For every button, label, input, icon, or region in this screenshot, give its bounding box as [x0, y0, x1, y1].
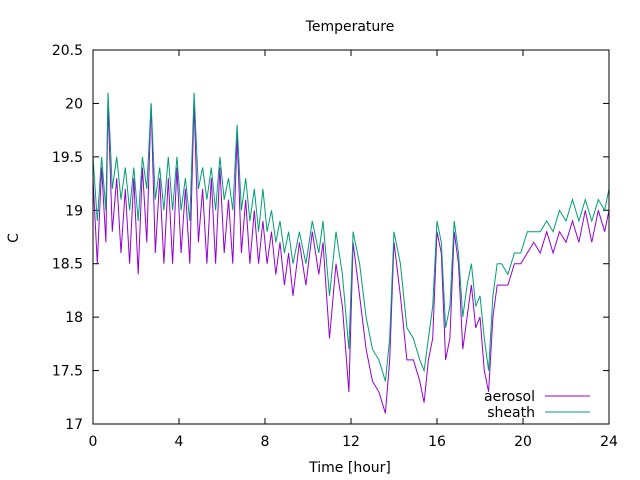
series-line-sheath: [92, 92, 610, 382]
x-tick-label: 20: [514, 434, 532, 450]
plot-frame: [92, 49, 610, 425]
y-tick-label: 19.5: [52, 150, 83, 166]
y-tick-label: 17: [65, 417, 83, 433]
x-tick-label: 24: [600, 434, 618, 450]
chart-title: Temperature: [305, 19, 395, 35]
x-tick-label: 12: [342, 434, 360, 450]
y-tick-label: 18: [65, 310, 83, 326]
x-axis-label: Time [hour]: [308, 460, 391, 476]
x-tick-label: 0: [89, 434, 98, 450]
series-group: [92, 92, 610, 414]
y-tick-label: 18.5: [52, 257, 83, 273]
y-tick-label: 20.5: [52, 43, 83, 59]
y-tick-label: 19: [65, 203, 83, 219]
series-line-aerosol: [92, 103, 610, 414]
x-tick-label: 4: [175, 434, 184, 450]
y-axis-label: C: [6, 233, 22, 243]
x-tick-label: 16: [428, 434, 446, 450]
y-tick-label: 20: [65, 96, 83, 112]
legend-label-aerosol: aerosol: [484, 389, 535, 405]
y-tick-label: 17.5: [52, 364, 83, 380]
x-tick-label: 8: [261, 434, 270, 450]
legend-label-sheath: sheath: [487, 405, 535, 421]
